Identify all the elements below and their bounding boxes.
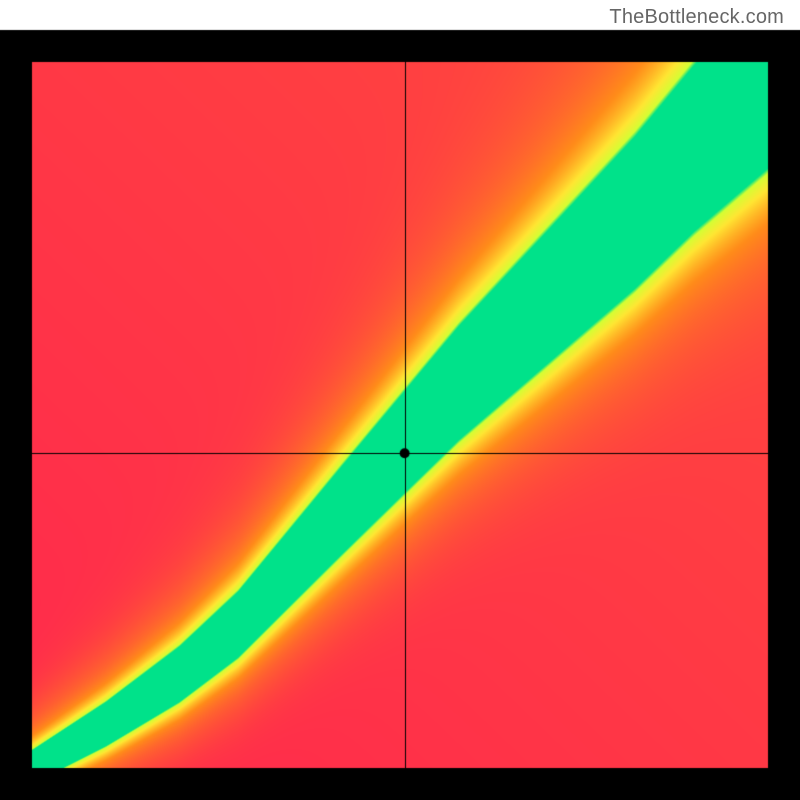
watermark-text: TheBottleneck.com bbox=[609, 6, 784, 29]
chart-container: TheBottleneck.com bbox=[0, 0, 800, 800]
heatmap-canvas bbox=[0, 0, 800, 800]
